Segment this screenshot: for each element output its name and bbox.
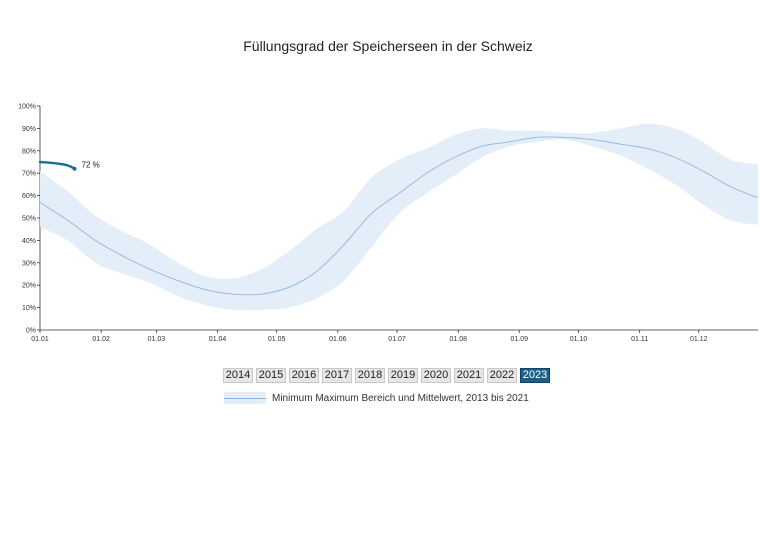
year-button-2017[interactable]: 2017 [322,368,352,383]
chart: 0%10%20%30%40%50%60%70%80%90%100% 01.01 0… [18,104,759,343]
year-selector: 2014 2015 2016 2017 2018 2019 2020 2021 2022 2023 [223,368,550,383]
y-tick-label: 60% [22,193,36,200]
year-button-2021[interactable]: 2021 [454,368,484,383]
year-button-2015[interactable]: 2015 [256,368,286,383]
x-axis: 01.01 01.02 01.03 01.04 01.05 01.06 01.07 01.08… [31,329,758,343]
y-tick-label: 40% [22,238,36,245]
x-tick-label: 01.12 [690,336,708,343]
y-tick-label: 30% [22,260,36,267]
plot-area: 72 % [38,123,759,311]
series-line-2023 [38,160,76,170]
legend-swatch [224,392,266,404]
y-axis: 0% 10% 20% 30% 40% 50% 60% 70% 80% 90% 100% [18,104,41,335]
x-tick-label: 01.05 [268,336,286,343]
legend-label: Minimum Maximum Bereich und Mittelwert, … [272,392,529,404]
y-tick-label: 20% [22,283,36,290]
series-end-point [72,166,77,171]
x-tick-label: 01.11 [631,336,648,343]
x-tick-label: 01.03 [148,336,166,343]
mean-line [39,136,759,296]
year-button-2016[interactable]: 2016 [289,368,319,383]
y-tick-label: 90% [22,126,36,133]
x-tick-label: 01.10 [570,336,588,343]
year-button-2022[interactable]: 2022 [487,368,517,383]
legend: Minimum Maximum Bereich und Mittelwert, … [224,392,529,404]
y-tick-label: 10% [22,305,36,312]
y-tick-label: 100% [18,104,36,111]
chart-title: Füllungsgrad der Speicherseen in der Sch… [243,38,533,54]
x-tick-label: 01.04 [209,336,227,343]
x-tick-label: 01.06 [329,336,347,343]
y-tick-label: 50% [22,216,36,223]
year-button-2020[interactable]: 2020 [421,368,451,383]
x-tick-label: 01.07 [388,336,406,343]
year-button-2014[interactable]: 2014 [223,368,253,383]
last-value-label: 72 % [82,161,100,170]
year-button-2019[interactable]: 2019 [388,368,418,383]
x-tick-label: 01.01 [31,336,49,343]
x-tick-label: 01.02 [92,336,110,343]
x-tick-label: 01.08 [449,336,467,343]
year-button-2018[interactable]: 2018 [355,368,385,383]
y-tick-label: 70% [22,171,36,178]
x-tick-label: 01.09 [510,336,528,343]
min-max-band [40,123,758,311]
y-tick-label: 80% [22,148,36,155]
year-button-2023[interactable]: 2023 [520,368,550,383]
y-tick-label: 0% [26,328,36,335]
